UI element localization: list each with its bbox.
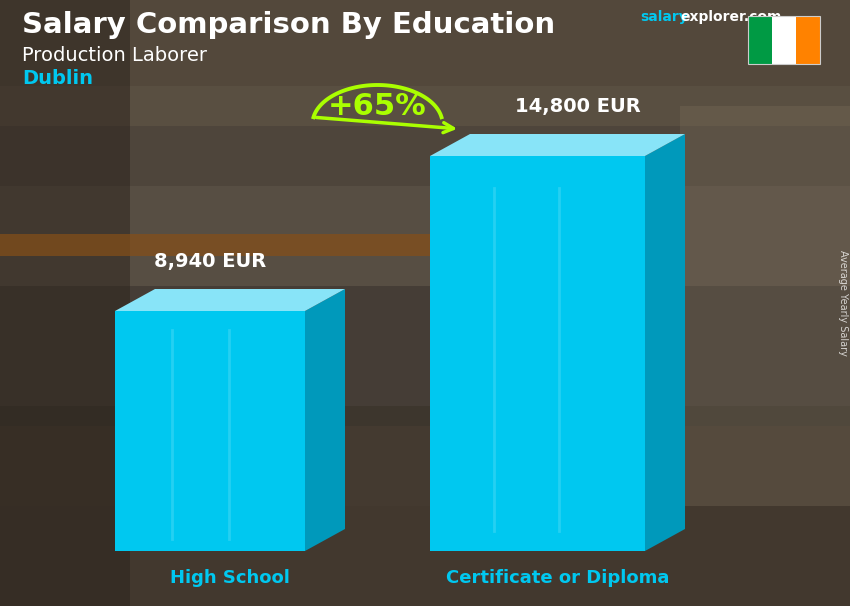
Text: Production Laborer: Production Laborer xyxy=(22,46,207,65)
Bar xyxy=(0,186,850,286)
Text: Certificate or Diploma: Certificate or Diploma xyxy=(445,569,669,587)
Text: +65%: +65% xyxy=(328,92,427,121)
Bar xyxy=(0,234,550,256)
Text: salary: salary xyxy=(640,10,688,24)
Bar xyxy=(680,106,850,506)
Text: 14,800 EUR: 14,800 EUR xyxy=(514,97,640,116)
Bar xyxy=(0,0,850,126)
Text: Dublin: Dublin xyxy=(22,69,93,88)
Polygon shape xyxy=(430,156,645,551)
Bar xyxy=(0,426,850,606)
Bar xyxy=(796,16,820,64)
Bar xyxy=(772,16,796,64)
Text: High School: High School xyxy=(170,569,290,587)
Bar xyxy=(0,0,130,606)
Bar xyxy=(0,286,850,406)
Text: Average Yearly Salary: Average Yearly Salary xyxy=(838,250,848,356)
Bar xyxy=(748,16,772,64)
Bar xyxy=(748,16,820,64)
Bar xyxy=(0,0,850,86)
Polygon shape xyxy=(305,289,345,551)
Polygon shape xyxy=(115,311,305,551)
Text: 8,940 EUR: 8,940 EUR xyxy=(154,252,266,271)
Text: Salary Comparison By Education: Salary Comparison By Education xyxy=(22,11,555,39)
Bar xyxy=(0,86,850,186)
Bar xyxy=(0,406,850,506)
Polygon shape xyxy=(115,289,345,311)
Polygon shape xyxy=(645,134,685,551)
Text: explorer.com: explorer.com xyxy=(680,10,781,24)
Polygon shape xyxy=(430,134,685,156)
Bar xyxy=(0,506,850,606)
